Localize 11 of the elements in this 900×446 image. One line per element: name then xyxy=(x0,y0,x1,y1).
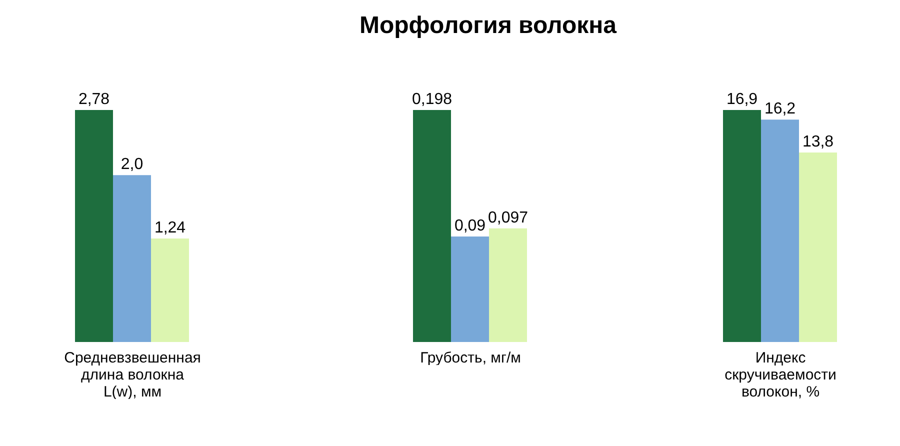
data-label: 13,8 xyxy=(802,134,834,151)
data-label: 2,78 xyxy=(78,91,110,108)
data-label: 1,24 xyxy=(154,220,186,237)
data-label: 16,9 xyxy=(726,91,758,108)
x-axis-title: Индекс скручиваемости волокон, % xyxy=(724,350,836,400)
data-label: 0,198 xyxy=(412,91,452,108)
data-label: 2,0 xyxy=(120,156,144,174)
data-label: 0,09 xyxy=(454,218,486,235)
data-label: 16,2 xyxy=(764,100,796,118)
chart-title: Морфология волокна xyxy=(358,12,618,40)
data-label: 0,097 xyxy=(488,209,528,226)
